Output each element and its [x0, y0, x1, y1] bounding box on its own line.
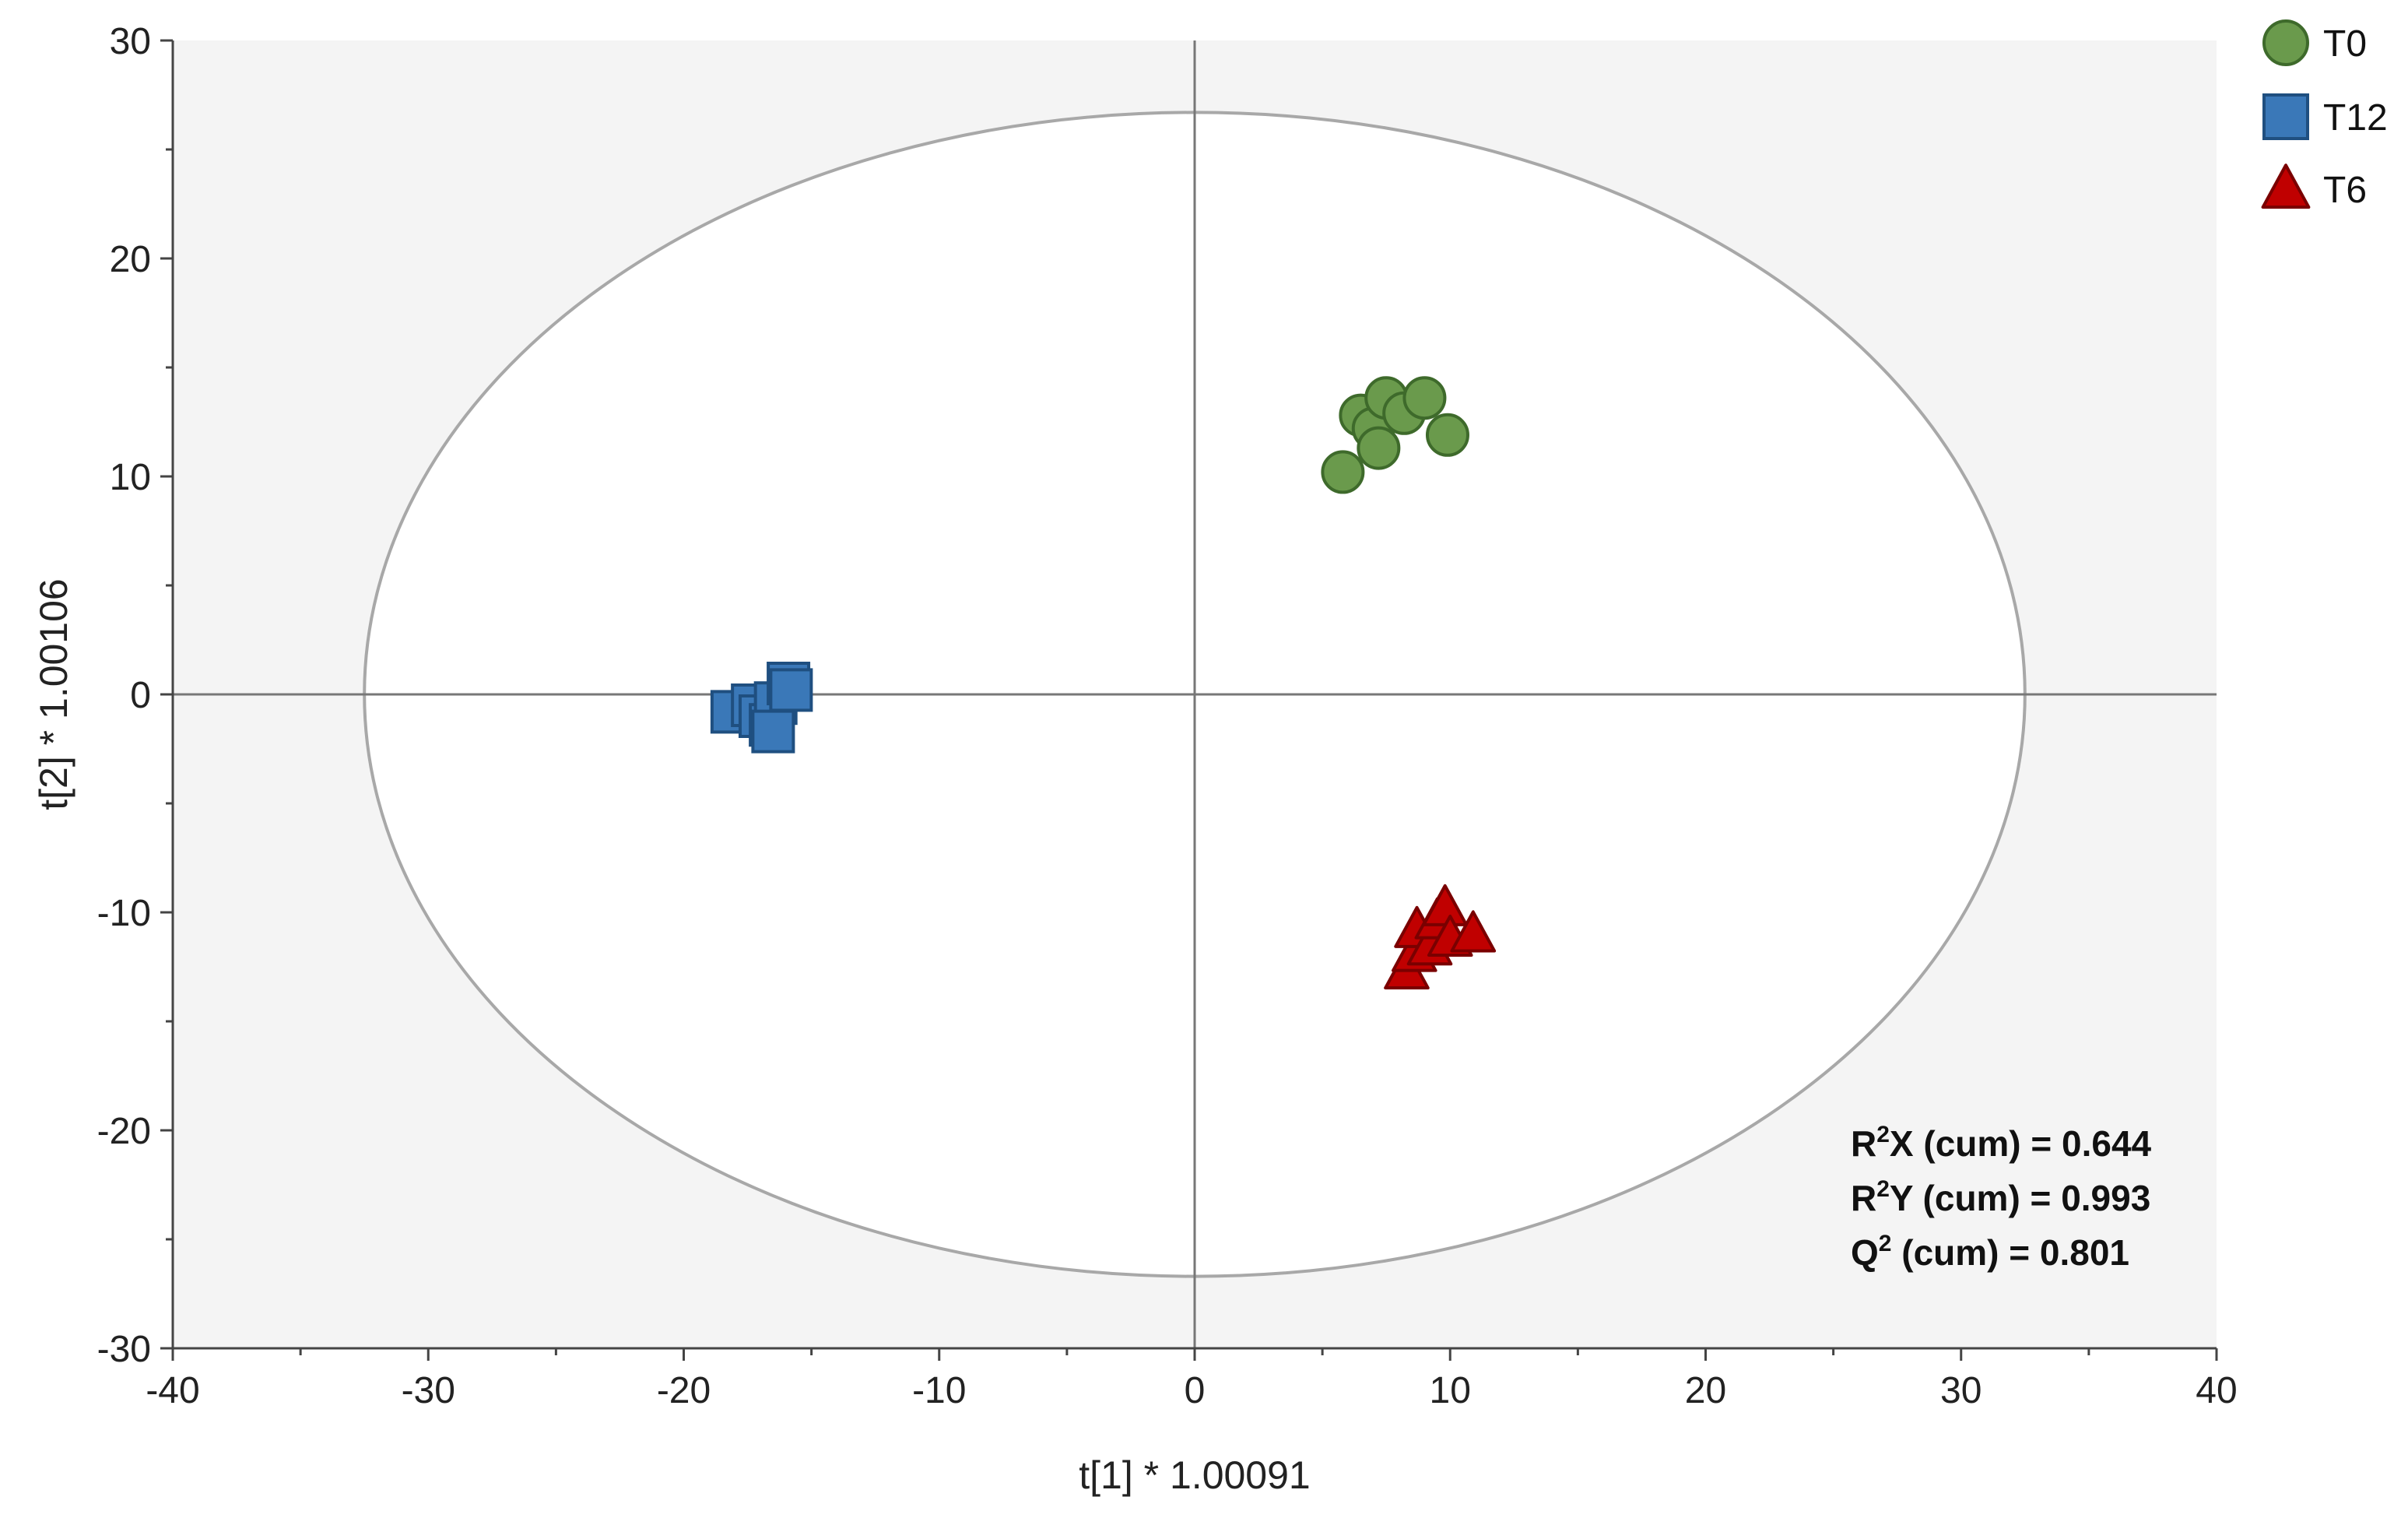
legend-label: T6: [2323, 170, 2367, 211]
y-tick-label: 0: [130, 675, 151, 716]
stat-superscript: 2: [1879, 1231, 1892, 1256]
y-tick-label: -30: [97, 1329, 151, 1370]
stat-r2x: R2X (cum) = 0.644: [1851, 1122, 2152, 1164]
y-tick-label: -20: [97, 1111, 151, 1152]
x-tick-label: -20: [657, 1370, 711, 1411]
legend-item-t6: T6: [2261, 163, 2367, 211]
legend-marker-t6: [2261, 163, 2311, 209]
legend-marker-t0: [2262, 19, 2309, 66]
y-axis-title: t[2] * 1.00106: [32, 578, 75, 810]
legend-marker-t12: [2262, 93, 2309, 140]
y-tick-label: 20: [110, 239, 151, 280]
legend-label: T0: [2323, 23, 2367, 65]
data-point-t0: [1357, 426, 1401, 470]
data-point-t6: [1450, 910, 1497, 953]
x-axis-title: t[1] * 1.00091: [1079, 1453, 1310, 1497]
stat-superscript: 2: [1876, 1122, 1890, 1147]
data-point-t12: [751, 709, 795, 754]
x-tick-label: -30: [402, 1370, 455, 1411]
data-point-t0: [1402, 376, 1447, 420]
legend-item-t0: T0: [2262, 19, 2367, 66]
stat-prefix: Q: [1851, 1232, 1879, 1273]
x-tick-label: 0: [1185, 1370, 1206, 1411]
stat-prefix: R: [1851, 1178, 1876, 1218]
x-tick-label: 10: [1430, 1370, 1471, 1411]
data-point-t0: [1321, 450, 1365, 494]
stat-prefix: R: [1851, 1123, 1876, 1164]
x-tick-label: 30: [1940, 1370, 1982, 1411]
legend-item-t12: T12: [2262, 93, 2388, 140]
series-t12: [710, 662, 813, 754]
x-tick-label: 40: [2196, 1370, 2237, 1411]
stat-suffix: Y (cum) = 0.993: [1890, 1178, 2150, 1218]
legend-label: T12: [2323, 97, 2388, 139]
y-tick-label: -10: [97, 893, 151, 934]
stat-superscript: 2: [1876, 1176, 1890, 1202]
stat-suffix: X (cum) = 0.644: [1890, 1123, 2152, 1164]
y-tick-label: 30: [110, 21, 151, 62]
x-tick-label: -40: [146, 1370, 199, 1411]
series-t6: [1384, 884, 1497, 990]
data-point-t12: [769, 668, 813, 712]
x-tick-label: -10: [912, 1370, 966, 1411]
y-tick-label: 10: [110, 457, 151, 498]
stat-q2: Q2 (cum) = 0.801: [1851, 1231, 2129, 1273]
data-point-t0: [1425, 413, 1469, 457]
stat-suffix: (cum) = 0.801: [1891, 1232, 2129, 1273]
series-t0: [1321, 376, 1469, 494]
x-tick-label: 20: [1685, 1370, 1726, 1411]
stat-r2y: R2Y (cum) = 0.993: [1851, 1176, 2150, 1218]
